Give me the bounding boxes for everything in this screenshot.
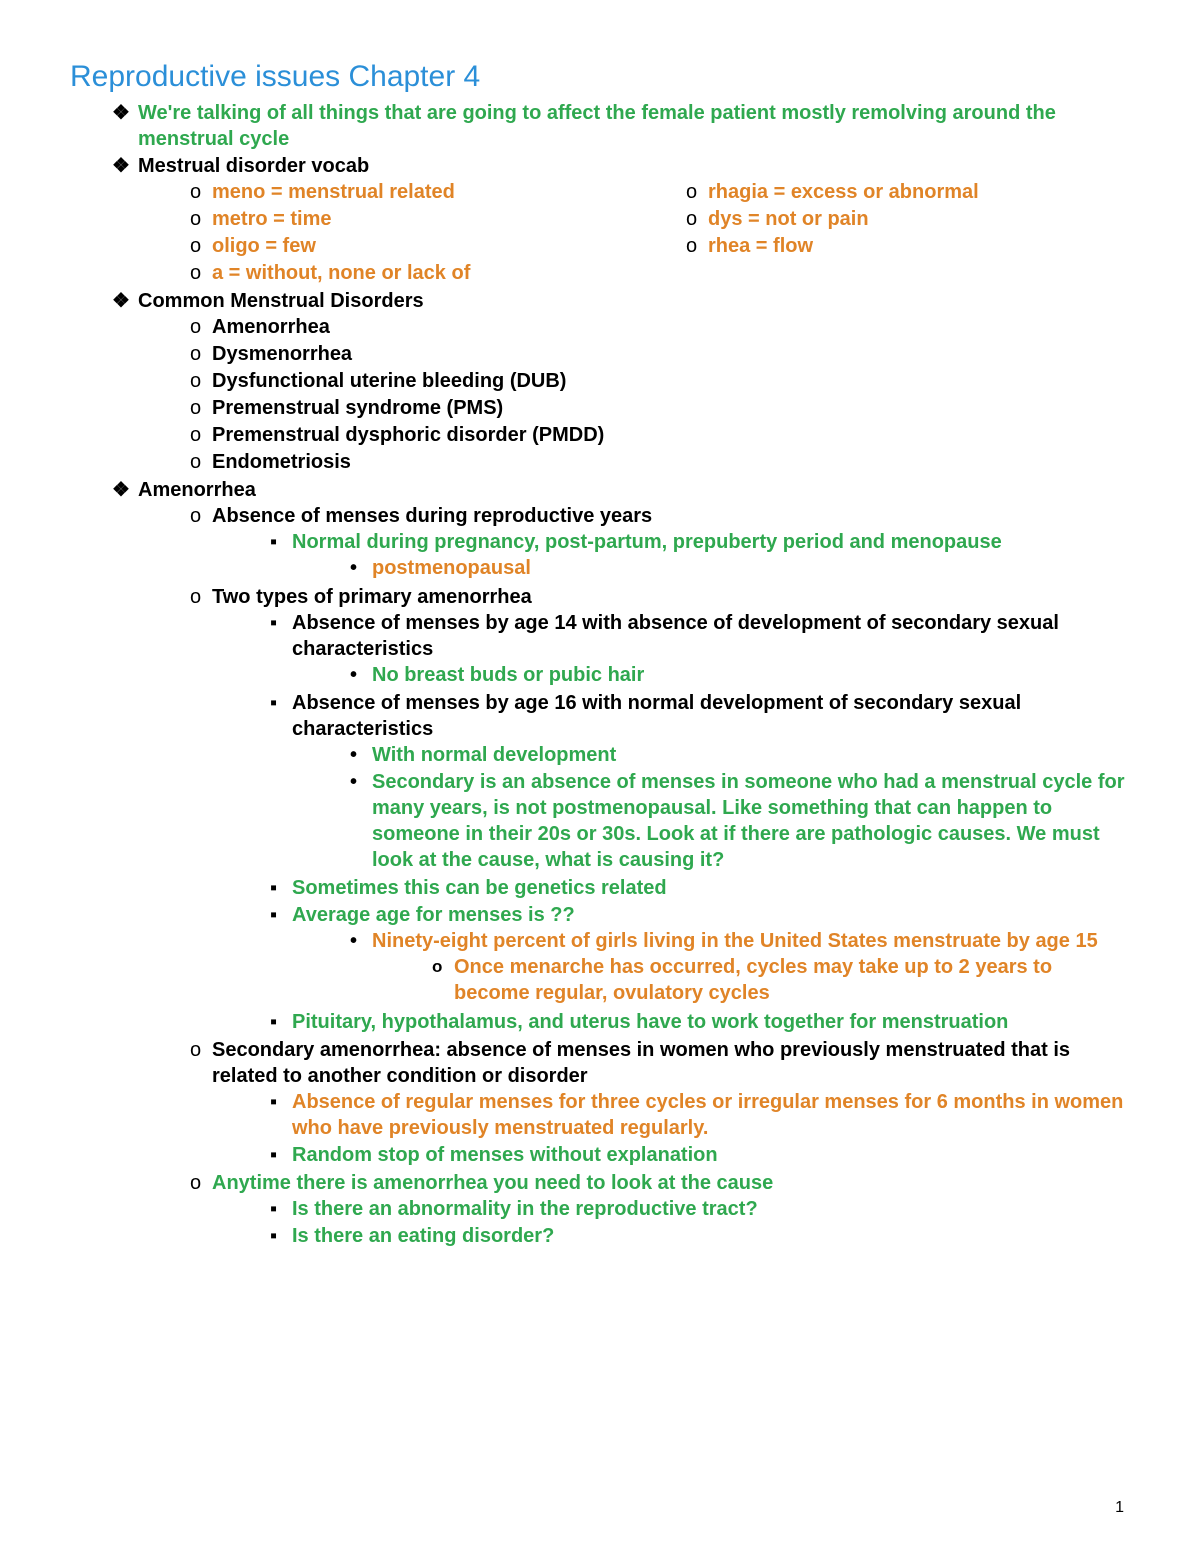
text: Anytime there is amenorrhea you need to … [212,1172,773,1194]
text: Average age for menses is ?? [292,904,575,926]
text: Secondary amenorrhea: absence of menses … [212,1039,1070,1087]
item-amenorrhea-head: Amenorrhea Absence of menses during repr… [116,477,1130,1252]
list-item: Is there an abnormality in the reproduct… [270,1196,1130,1223]
list-item: Random stop of menses without explanatio… [270,1142,1130,1169]
vocab-col-right: rhagia = excess or abnormal dys = not or… [634,179,1130,287]
list-item: No breast buds or pubic hair [350,662,1130,689]
list-item: Once menarche has occurred, cycles may t… [432,954,1130,1007]
vocab-item: rhea = flow [686,233,1130,260]
list-item: Endometriosis [190,449,1130,476]
vocab-col-left: meno = menstrual related metro = time ol… [138,179,634,287]
vocab-item: dys = not or pain [686,206,1130,233]
list-item: Amenorrhea [190,314,1130,341]
list-item: Is there an eating disorder? [270,1223,1130,1250]
amenorrhea-list: Absence of menses during reproductive ye… [138,503,1130,1251]
list-item: Absence of regular menses for three cycl… [270,1089,1130,1142]
outline-root: We're talking of all things that are goi… [70,100,1130,1252]
list-item: Ninety-eight percent of girls living in … [350,928,1130,1008]
text: Ninety-eight percent of girls living in … [372,930,1098,952]
text: Normal during pregnancy, post-partum, pr… [292,531,1002,553]
list-item: Absence of menses during reproductive ye… [190,503,1130,584]
list-item: postmenopausal [350,555,1130,582]
text: Absence of menses by age 14 with absence… [292,612,1059,660]
list-item: Sometimes this can be genetics related [270,875,1130,902]
list-item: Absence of menses by age 14 with absence… [270,610,1130,690]
text: Mestrual disorder vocab [138,155,369,177]
vocab-item: metro = time [190,206,634,233]
text: Amenorrhea [138,479,256,501]
list-item: Premenstrual dysphoric disorder (PMDD) [190,422,1130,449]
page-title: Reproductive issues Chapter 4 [70,60,1130,94]
vocab-item: rhagia = excess or abnormal [686,179,1130,206]
list-item: Premenstrual syndrome (PMS) [190,395,1130,422]
list-item: Anytime there is amenorrhea you need to … [190,1170,1130,1251]
vocab-columns: meno = menstrual related metro = time ol… [138,179,1130,287]
list-item: Pituitary, hypothalamus, and uterus have… [270,1009,1130,1036]
list-item: Normal during pregnancy, post-partum, pr… [270,529,1130,583]
list-item: Secondary amenorrhea: absence of menses … [190,1037,1130,1170]
list-item: Two types of primary amenorrhea Absence … [190,584,1130,1037]
list-item: Dysfunctional uterine bleeding (DUB) [190,368,1130,395]
list-item: Average age for menses is ?? Ninety-eigh… [270,902,1130,1009]
list-item: Absence of menses by age 16 with normal … [270,690,1130,875]
item-vocab-head: Mestrual disorder vocab meno = menstrual… [116,153,1130,288]
list-item: Dysmenorrhea [190,341,1130,368]
page-number: 1 [1115,1499,1124,1517]
item-disorders-head: Common Menstrual Disorders Amenorrhea Dy… [116,288,1130,477]
item-intro: We're talking of all things that are goi… [116,100,1130,153]
list-item: With normal development [350,742,1130,769]
vocab-item: a = without, none or lack of [190,260,634,287]
disorders-list: Amenorrhea Dysmenorrhea Dysfunctional ut… [138,314,1130,476]
text: Common Menstrual Disorders [138,290,424,312]
list-item: Secondary is an absence of menses in som… [350,769,1130,874]
text: Two types of primary amenorrhea [212,586,532,608]
text: Absence of menses by age 16 with normal … [292,692,1021,740]
vocab-item: oligo = few [190,233,634,260]
vocab-item: meno = menstrual related [190,179,634,206]
text: Absence of menses during reproductive ye… [212,505,652,527]
